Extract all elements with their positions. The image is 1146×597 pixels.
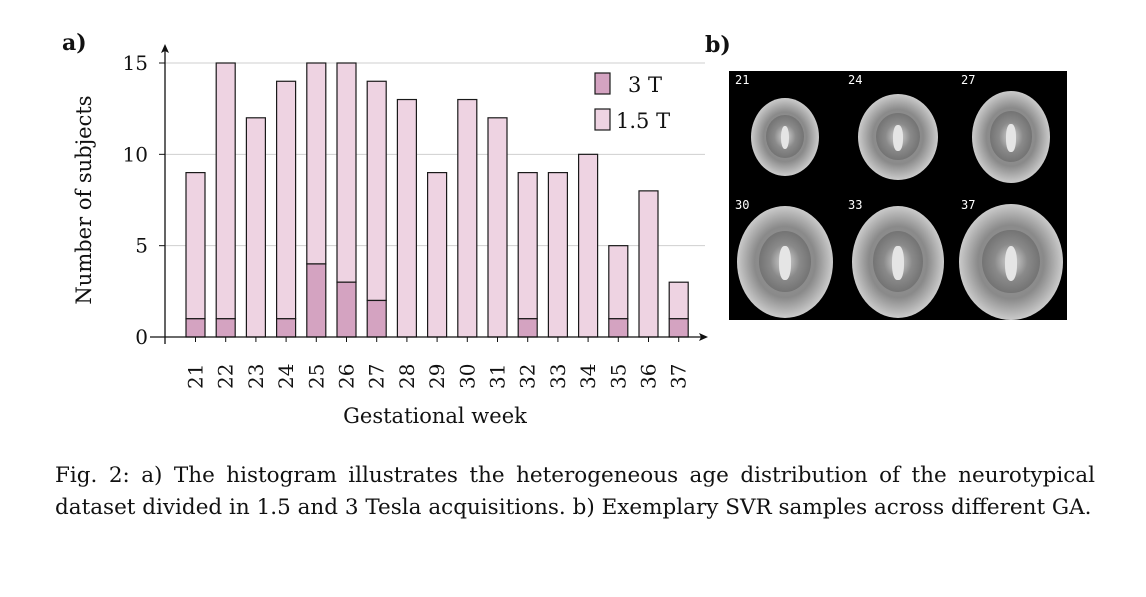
mri-slice-label: 27	[961, 73, 976, 87]
legend-swatch-1-5T	[594, 108, 611, 131]
x-tick-label-25: 25	[304, 364, 328, 389]
x-tick-label-22: 22	[214, 364, 238, 389]
mri-slice-24: 24	[842, 71, 954, 195]
bar-1-5T-32	[517, 172, 538, 320]
bar-1-5T-21	[185, 172, 206, 320]
y-tick-label-15: 15	[123, 51, 148, 75]
bar-1-5T-37	[668, 281, 689, 320]
mri-samples-panel: 21 24 27 30 33 37	[729, 71, 1067, 320]
bar-3T-25	[306, 263, 327, 338]
brain-scan-image	[737, 206, 833, 318]
bar-1-5T-34	[577, 153, 599, 338]
bar-1-5T-26	[336, 62, 357, 283]
mri-slice-label: 33	[848, 198, 863, 212]
bar-1-5T-30	[457, 98, 478, 338]
mri-slice-label: 21	[735, 73, 750, 87]
y-axis-arrow	[161, 44, 169, 53]
bar-1-5T-28	[396, 98, 417, 338]
x-tick-label-30: 30	[455, 364, 479, 389]
x-tick-label-36: 36	[637, 364, 661, 389]
bar-1-5T-23	[245, 117, 266, 338]
mri-slice-label: 37	[961, 198, 976, 212]
bar-3T-22	[215, 318, 236, 338]
mri-slice-33: 33	[842, 196, 954, 320]
panel-a-label: a)	[62, 30, 87, 56]
brain-scan-image	[858, 94, 938, 180]
y-tick-label-5: 5	[135, 234, 148, 258]
mri-slice-21: 21	[729, 71, 841, 195]
x-tick-label-31: 31	[486, 364, 510, 389]
bar-1-5T-36	[638, 190, 659, 338]
bar-1-5T-31	[487, 117, 508, 338]
x-tick-label-23: 23	[244, 364, 268, 389]
x-axis-label: Gestational week	[343, 404, 527, 428]
bar-1-5T-29	[427, 172, 448, 338]
bar-3T-21	[185, 318, 206, 338]
bar-1-5T-25	[306, 62, 327, 265]
x-tick-label-29: 29	[425, 364, 449, 389]
x-tick-label-24: 24	[274, 364, 298, 389]
brain-scan-image	[959, 204, 1063, 320]
bar-3T-27	[366, 299, 387, 338]
legend-label-1-5T: 1.5 T	[616, 109, 670, 133]
x-tick-label-33: 33	[546, 364, 570, 389]
x-axis-arrow	[699, 333, 708, 341]
brain-scan-image	[852, 206, 944, 318]
bar-3T-32	[517, 318, 538, 338]
bar-1-5T-35	[608, 245, 629, 320]
x-tick-label-37: 37	[667, 364, 691, 389]
legend-label-3T: 3 T	[628, 73, 662, 97]
x-tick-label-28: 28	[395, 364, 419, 389]
x-tick-label-21: 21	[184, 364, 208, 389]
bar-1-5T-27	[366, 80, 387, 302]
mri-slice-37: 37	[955, 196, 1067, 320]
brain-scan-image	[972, 91, 1050, 183]
bar-1-5T-22	[215, 62, 236, 320]
panel-b-label: b)	[705, 32, 731, 58]
y-tick-label-10: 10	[123, 142, 148, 166]
mri-slice-label: 30	[735, 198, 750, 212]
mri-slice-30: 30	[729, 196, 841, 320]
x-tick-label-32: 32	[516, 364, 540, 389]
mri-slice-27: 27	[955, 71, 1067, 195]
y-axis-label: Number of subjects	[72, 95, 96, 304]
bar-3T-24	[276, 318, 297, 338]
x-tick-label-35: 35	[606, 364, 630, 389]
figure-caption: Fig. 2: a) The histogram illustrates the…	[55, 463, 1095, 520]
bar-1-5T-33	[547, 172, 569, 338]
histogram-chart: 21 22 23 24 25 26 27 28 29 30 31 32 33 34 35 36 37 0 5 10 15…	[72, 44, 708, 428]
figure: a) b) 21 22 23 24 25 26 27 28 29 30 31 32 33 34 35 36 37…	[62, 30, 1067, 428]
mri-slice-label: 24	[848, 73, 863, 87]
x-tick-label-27: 27	[365, 364, 389, 389]
x-tick-label-34: 34	[576, 364, 600, 389]
x-tick-label-26: 26	[335, 364, 359, 389]
bar-1-5T-24	[276, 80, 297, 320]
legend-swatch-3T	[594, 72, 611, 95]
bar-3T-37	[668, 318, 689, 338]
bar-3T-26	[336, 281, 357, 338]
y-tick-label-0: 0	[135, 325, 148, 349]
brain-scan-image	[751, 98, 819, 176]
bar-3T-35	[608, 318, 629, 338]
